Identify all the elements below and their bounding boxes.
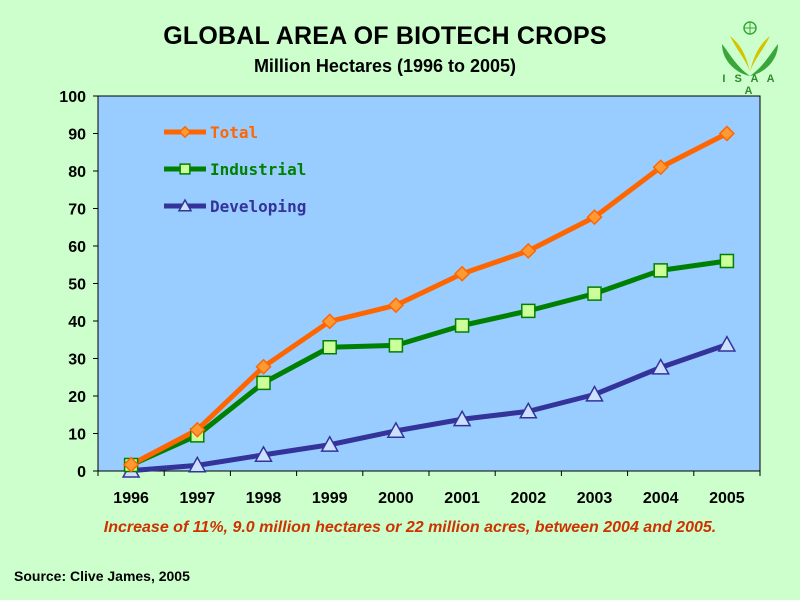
x-tick-label: 1998 — [246, 490, 282, 507]
y-tick-label: 0 — [77, 464, 86, 481]
y-tick-label: 90 — [68, 127, 86, 144]
legend-marker-total — [178, 125, 192, 139]
series-line-developing — [130, 342, 728, 474]
data-point-developing — [585, 384, 604, 402]
data-point-developing — [651, 357, 670, 375]
x-tick-label: 2004 — [643, 490, 679, 507]
series-line-industrial — [130, 258, 728, 468]
legend-label-industrial: Industrial — [210, 160, 306, 179]
data-point-industrial — [454, 318, 470, 333]
y-tick-label: 30 — [68, 352, 86, 369]
x-tick-label: 2002 — [511, 490, 547, 507]
y-tick-label: 60 — [68, 239, 86, 256]
data-point-industrial — [653, 263, 668, 278]
plot-area — [97, 95, 761, 472]
y-tick-label: 10 — [68, 427, 86, 444]
data-point-industrial — [256, 375, 271, 391]
y-tick-label: 100 — [59, 89, 86, 106]
x-tick-label: 1996 — [113, 490, 149, 507]
data-point-total — [718, 125, 735, 142]
data-point-developing — [188, 455, 207, 473]
data-point-developing — [320, 435, 339, 452]
footnote: Increase of 11%, 9.0 million hectares or… — [103, 519, 717, 536]
legend-marker-developing — [177, 198, 193, 212]
data-point-developing — [452, 409, 472, 427]
data-point-industrial — [521, 303, 536, 319]
data-point-total — [586, 209, 603, 226]
x-tick-label: 2000 — [378, 490, 414, 507]
chart-subtitle: Million Hectares (1996 to 2005) — [253, 56, 517, 76]
legend-label-developing: Developing — [210, 197, 306, 216]
data-point-industrial — [388, 338, 404, 353]
data-point-total — [652, 159, 669, 176]
data-point-total — [520, 242, 537, 259]
data-point-industrial — [719, 253, 735, 269]
y-tick-label: 20 — [68, 389, 86, 406]
data-point-developing — [386, 421, 406, 439]
chart-title: GLOBAL AREA OF BIOTECH CROPS — [163, 22, 607, 50]
isaaa-logo-icon — [722, 21, 778, 76]
data-point-developing — [717, 335, 737, 352]
series-line-total — [129, 131, 729, 467]
data-point-total — [123, 456, 140, 473]
data-point-industrial — [587, 286, 602, 301]
y-tick-label: 70 — [68, 202, 86, 219]
data-point-developing — [254, 445, 273, 463]
data-point-total — [321, 313, 338, 330]
data-point-total — [255, 358, 272, 375]
y-tick-label: 40 — [68, 314, 86, 331]
x-tick-label: 2005 — [709, 490, 745, 507]
y-tick-label: 50 — [68, 277, 86, 294]
data-point-industrial — [322, 340, 337, 355]
legend-label-total: Total — [210, 123, 258, 142]
legend-marker-industrial — [179, 163, 191, 175]
x-tick-label: 1999 — [312, 490, 348, 507]
data-point-total — [454, 265, 471, 282]
y-tick-label: 80 — [68, 164, 86, 181]
x-tick-label: 2003 — [577, 490, 613, 507]
data-point-total — [189, 421, 206, 438]
x-tick-label: 2001 — [444, 490, 480, 507]
data-point-developing — [519, 401, 538, 419]
data-point-total — [387, 297, 404, 314]
source-citation: Source: Clive James, 2005 — [14, 568, 190, 584]
logo-text: I S A A A — [722, 73, 778, 97]
x-tick-label: 1997 — [180, 490, 216, 507]
